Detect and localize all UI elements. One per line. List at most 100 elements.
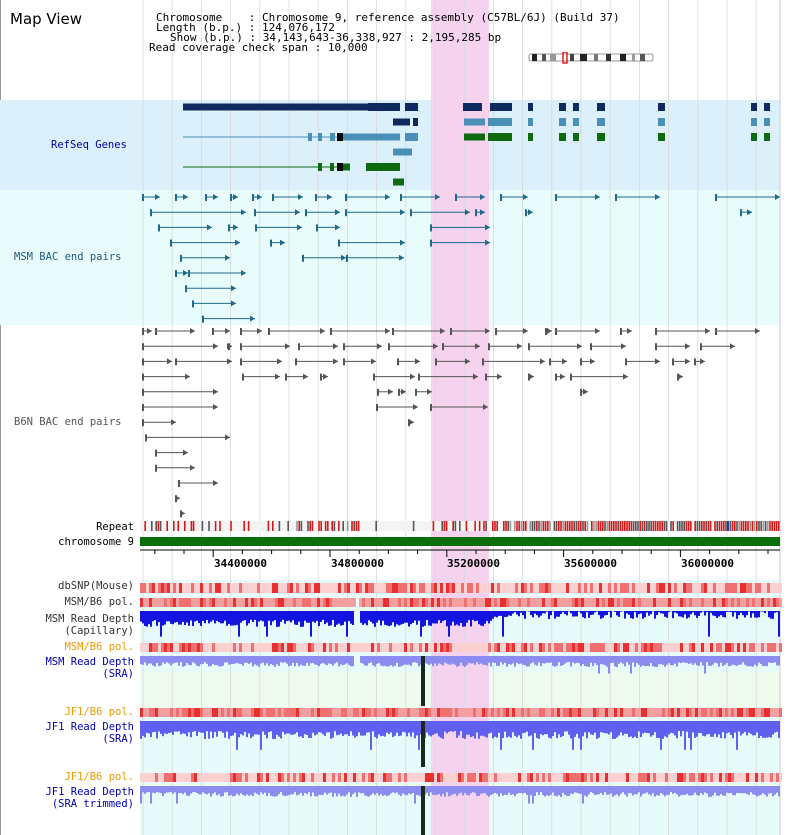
b6n-bac-feature[interactable]	[142, 343, 144, 351]
b6n-bac-feature[interactable]	[212, 328, 214, 335]
msm-bac-feature[interactable]	[305, 209, 307, 217]
msm-bac-feature[interactable]	[485, 224, 490, 231]
b6n-bac-feature[interactable]	[413, 404, 418, 410]
msm-bac-feature[interactable]	[455, 194, 457, 201]
msm-bac-feature[interactable]	[399, 254, 404, 261]
b6n-bac-feature[interactable]	[388, 388, 393, 395]
b6n-bac-feature[interactable]	[440, 328, 445, 334]
msm-bac-feature[interactable]	[185, 285, 187, 293]
refseq-exon-feature[interactable]	[318, 163, 322, 171]
msm-bac-feature[interactable]	[528, 209, 533, 216]
msm-bac-feature[interactable]	[525, 209, 527, 217]
b6n-bac-feature[interactable]	[303, 373, 308, 380]
b6n-bac-feature[interactable]	[427, 388, 432, 395]
b6n-bac-feature[interactable]	[655, 343, 657, 351]
refseq-gene-feature[interactable]	[393, 148, 412, 156]
msm-bac-feature[interactable]	[327, 194, 332, 200]
b6n-bac-feature[interactable]	[142, 328, 144, 335]
b6n-bac-feature[interactable]	[330, 328, 332, 335]
msm-bac-feature[interactable]	[202, 315, 204, 323]
refseq-exon-feature[interactable]	[308, 133, 312, 141]
b6n-bac-feature[interactable]	[685, 343, 690, 350]
b6n-bac-feature[interactable]	[409, 419, 414, 426]
b6n-bac-feature[interactable]	[715, 328, 717, 335]
b6n-bac-feature[interactable]	[142, 373, 144, 381]
msm-bac-feature[interactable]	[233, 224, 238, 231]
b6n-bac-feature[interactable]	[583, 388, 588, 395]
refseq-exon-feature[interactable]	[597, 118, 605, 126]
refseq-exon-feature[interactable]	[658, 133, 665, 141]
msm-bac-feature[interactable]	[595, 194, 600, 200]
b6n-bac-feature[interactable]	[694, 358, 696, 366]
refseq-gene-feature[interactable]	[183, 136, 340, 138]
b6n-bac-feature[interactable]	[147, 328, 152, 334]
b6n-bac-feature[interactable]	[418, 373, 420, 381]
msm-bac-feature[interactable]	[345, 194, 347, 201]
b6n-bac-feature[interactable]	[549, 358, 551, 366]
b6n-bac-feature[interactable]	[142, 388, 144, 396]
msm-bac-feature[interactable]	[297, 224, 302, 231]
refseq-exon-feature[interactable]	[559, 133, 566, 141]
b6n-bac-feature[interactable]	[590, 343, 592, 351]
b6n-bac-feature[interactable]	[435, 358, 437, 366]
b6n-bac-feature[interactable]	[672, 358, 674, 366]
b6n-bac-feature[interactable]	[240, 328, 242, 335]
b6n-bac-feature[interactable]	[485, 373, 487, 381]
b6n-bac-feature[interactable]	[398, 388, 400, 396]
b6n-bac-feature[interactable]	[377, 343, 382, 350]
b6n-bac-feature[interactable]	[227, 343, 232, 350]
msm-bac-feature[interactable]	[435, 194, 440, 200]
b6n-bac-feature[interactable]	[621, 343, 626, 350]
b6n-bac-feature[interactable]	[388, 343, 390, 351]
refseq-exon-feature[interactable]	[490, 103, 512, 111]
b6n-bac-feature[interactable]	[376, 404, 378, 411]
refseq-exon-feature[interactable]	[405, 103, 418, 111]
refseq-exon-feature[interactable]	[764, 133, 770, 141]
refseq-exon-feature[interactable]	[528, 103, 533, 111]
msm-bac-feature[interactable]	[183, 194, 188, 200]
msm-bac-feature[interactable]	[155, 194, 160, 200]
b6n-bac-feature[interactable]	[442, 343, 444, 351]
b6n-bac-feature[interactable]	[277, 358, 282, 365]
b6n-bac-feature[interactable]	[142, 419, 144, 427]
b6n-bac-feature[interactable]	[523, 328, 528, 334]
b6n-bac-feature[interactable]	[320, 373, 322, 381]
b6n-bac-feature[interactable]	[377, 388, 379, 396]
msm-bac-feature[interactable]	[183, 270, 188, 276]
refseq-gene-feature[interactable]	[183, 103, 400, 111]
refseq-exon-feature[interactable]	[559, 118, 566, 126]
refseq-gene-feature[interactable]	[393, 118, 410, 126]
msm-bac-feature[interactable]	[250, 315, 255, 322]
refseq-gene-feature[interactable]	[340, 133, 400, 141]
b6n-bac-feature[interactable]	[180, 510, 185, 517]
msm-bac-feature[interactable]	[341, 254, 346, 261]
refseq-exon-feature[interactable]	[330, 133, 335, 141]
b6n-bac-feature[interactable]	[700, 343, 702, 351]
b6n-bac-feature[interactable]	[580, 358, 582, 366]
refseq-exon-feature[interactable]	[559, 103, 566, 111]
refseq-exon-feature[interactable]	[573, 103, 579, 111]
msm-bac-feature[interactable]	[655, 194, 660, 200]
msm-bac-feature[interactable]	[231, 300, 236, 307]
b6n-bac-feature[interactable]	[465, 358, 470, 365]
b6n-bac-feature[interactable]	[415, 388, 417, 396]
msm-bac-feature[interactable]	[158, 224, 160, 232]
b6n-bac-feature[interactable]	[685, 358, 690, 365]
msm-bac-feature[interactable]	[257, 194, 262, 200]
b6n-bac-feature[interactable]	[285, 343, 290, 350]
refseq-exon-feature[interactable]	[658, 103, 665, 111]
b6n-bac-feature[interactable]	[555, 373, 557, 381]
b6n-bac-feature[interactable]	[620, 328, 622, 335]
refseq-exon-feature[interactable]	[764, 118, 770, 126]
msm-bac-feature[interactable]	[207, 224, 212, 231]
b6n-bac-feature[interactable]	[343, 358, 345, 366]
b6n-bac-feature[interactable]	[190, 328, 195, 334]
msm-bac-feature[interactable]	[615, 194, 617, 201]
b6n-bac-feature[interactable]	[333, 343, 338, 350]
refseq-exon-feature[interactable]	[751, 118, 757, 126]
b6n-bac-feature[interactable]	[700, 358, 705, 365]
refseq-gene-feature[interactable]	[340, 163, 350, 171]
msm-bac-feature[interactable]	[228, 224, 230, 232]
msm-bac-feature[interactable]	[747, 209, 752, 216]
b6n-bac-feature[interactable]	[333, 358, 338, 365]
